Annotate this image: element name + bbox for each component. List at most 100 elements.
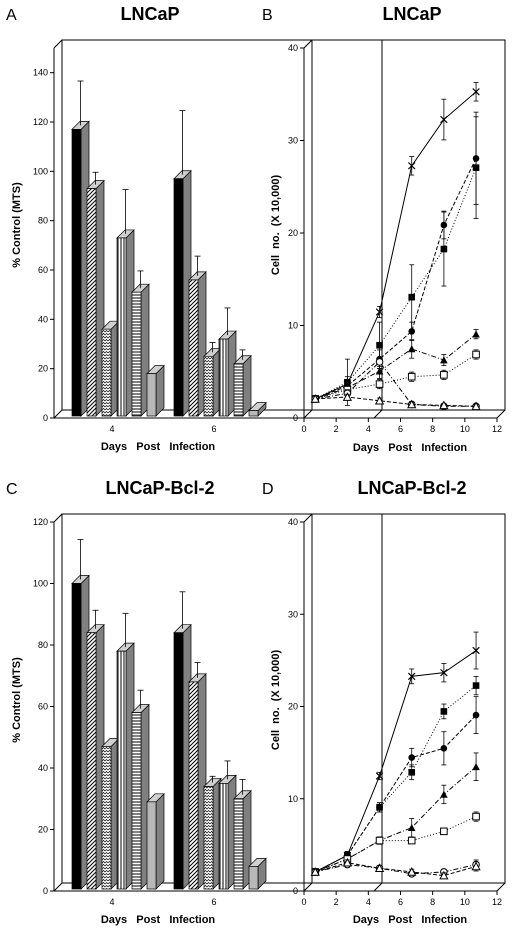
panel-d-ytick-label: 10 xyxy=(288,794,298,804)
panel-a-ytick-label: 40 xyxy=(38,314,48,324)
panel-letter-b: B xyxy=(262,7,273,24)
panel-d-marker-open-square xyxy=(375,836,384,845)
panel-d-marker-cross xyxy=(407,672,416,681)
panel-b-marker-filled-triangle xyxy=(375,367,384,375)
panel-d-xlabel: Days Post Infection xyxy=(353,914,468,926)
panel-c-title: LNCaP-Bcl-2 xyxy=(105,478,214,498)
panel-b-marker-open-triangle xyxy=(374,395,385,405)
panel-b-xlabel: Days Post Infection xyxy=(353,442,468,454)
panel-c-bar xyxy=(71,583,82,890)
panel-b-frame-corner xyxy=(303,39,313,49)
panel-d-ylabel: Cell no. (X 10,000) xyxy=(270,650,282,751)
panel-a-bar xyxy=(146,373,157,417)
panel-c-ytick-label: 0 xyxy=(43,886,48,896)
panel-d-series-line xyxy=(315,816,477,873)
panel-d-marker-cross xyxy=(440,668,448,677)
panel-c-ytick-label: 60 xyxy=(38,702,48,712)
panel-d-marker-open-triangle xyxy=(374,863,385,873)
panel-b-marker-open-square xyxy=(472,350,480,359)
panel-a-bar xyxy=(203,355,214,417)
panel-a-bar-side xyxy=(155,364,165,417)
panel-a-ytick-label: 140 xyxy=(33,68,48,78)
panel-d-xtick-label: 4 xyxy=(366,897,371,907)
panel-b-ytick-label: 40 xyxy=(288,43,298,53)
panel-a-bar xyxy=(131,291,142,417)
panel-c-ytick-label: 40 xyxy=(38,763,48,773)
panel-b-title: LNCaP xyxy=(382,4,441,24)
panel-b-ytick-label: 20 xyxy=(288,228,298,238)
panel-d-xtick-label: 10 xyxy=(460,897,470,907)
panel-d-marker-open-triangle xyxy=(439,870,449,880)
panel-d-ytick-label: 20 xyxy=(288,702,298,712)
panel-a-bar xyxy=(218,338,229,417)
panel-b-marker-filled-square xyxy=(376,341,383,349)
panel-a-floor xyxy=(52,409,383,419)
panel-c-ytick-label: 20 xyxy=(38,825,48,835)
panel-b-marker-filled-triangle xyxy=(472,330,480,338)
panel-d-marker-filled-triangle xyxy=(440,790,448,798)
panel-d-series-line xyxy=(315,862,477,877)
panel-a-ytick-label: 0 xyxy=(43,413,48,423)
panel-d-marker-filled-square xyxy=(472,682,480,689)
panel-a-title: LNCaP xyxy=(120,4,179,24)
panel-b-series-line xyxy=(315,361,477,407)
panel-b-xtick-label: 12 xyxy=(492,424,502,434)
panel-b-marker-open-triangle xyxy=(342,392,353,401)
panel-d-frame-corner xyxy=(303,513,313,523)
panel-a-bar xyxy=(86,188,97,417)
panel-b-marker-open-triangle xyxy=(439,400,449,410)
panel-a-ytick-label: 80 xyxy=(38,216,48,226)
panel-d-marker-filled-circle xyxy=(440,745,448,752)
panel-c-xtick-label: 6 xyxy=(211,897,216,907)
panel-c-bar xyxy=(131,712,142,890)
panel-b-xtick-label: 4 xyxy=(366,424,371,434)
panel-c-xlabel: Days Post Infection xyxy=(101,914,216,926)
panel-b-series-line xyxy=(315,158,477,400)
panel-c-ytick-label: 120 xyxy=(33,517,48,527)
panel-d-marker-filled-circle xyxy=(408,754,416,761)
panel-d-series-line xyxy=(314,650,477,873)
panel-b-marker-cross xyxy=(375,308,384,316)
panel-d-xtick-label: 2 xyxy=(334,897,339,907)
panel-letter-d: D xyxy=(262,481,274,498)
panel-d-marker-filled-circle xyxy=(376,804,383,811)
panel-d-marker-open-triangle xyxy=(471,861,481,871)
panel-c-bar xyxy=(218,783,229,890)
panel-b-xtick-label: 10 xyxy=(460,424,470,434)
panel-b-marker-filled-square xyxy=(472,164,480,171)
panel-d-ytick-label: 0 xyxy=(293,886,298,896)
panel-b-ylabel: Cell no. (X 10,000) xyxy=(270,175,282,276)
panel-d-marker-filled-triangle xyxy=(472,762,480,771)
panel-d-marker-cross xyxy=(472,646,480,655)
panel-b-marker-open-square xyxy=(375,380,384,388)
panel-b-marker-open-square xyxy=(407,372,416,381)
panel-b-marker-filled-square xyxy=(408,293,416,301)
panel-d-marker-open-square xyxy=(472,812,480,821)
panel-d-series-line xyxy=(315,864,477,875)
panel-b-ytick-label: 0 xyxy=(293,413,298,423)
panel-d-marker-open-square xyxy=(440,827,448,836)
panel-b-ytick-label: 10 xyxy=(288,321,298,331)
panel-a-bar xyxy=(116,237,127,417)
panel-d-marker-filled-square xyxy=(408,769,416,776)
panel-b-ytick-label: 30 xyxy=(288,136,298,146)
panel-d-xtick-label: 0 xyxy=(301,897,306,907)
panel-b-series-line xyxy=(315,396,477,407)
panel-d-marker-cross xyxy=(375,772,384,780)
panel-c-bar-side xyxy=(155,792,165,890)
panel-c-bar xyxy=(101,746,112,890)
panel-b-marker-cross xyxy=(440,115,448,124)
panel-c-bar xyxy=(233,798,244,890)
panel-b-marker-filled-square xyxy=(344,378,351,386)
panel-c-bar xyxy=(86,632,97,890)
panel-a-ytick-label: 120 xyxy=(33,117,48,127)
panel-d-marker-filled-square xyxy=(440,708,448,715)
panel-d-xtick-label: 6 xyxy=(398,897,403,907)
panel-a-xtick-label: 4 xyxy=(109,424,114,434)
panel-d-marker-open-triangle xyxy=(407,867,417,876)
panel-d-plot: 0 10 20 30 40 0 2 4 6 8 10 12 xyxy=(288,513,506,907)
panel-a-xtick-label: 6 xyxy=(211,424,216,434)
panel-d-xtick-label: 8 xyxy=(430,897,435,907)
